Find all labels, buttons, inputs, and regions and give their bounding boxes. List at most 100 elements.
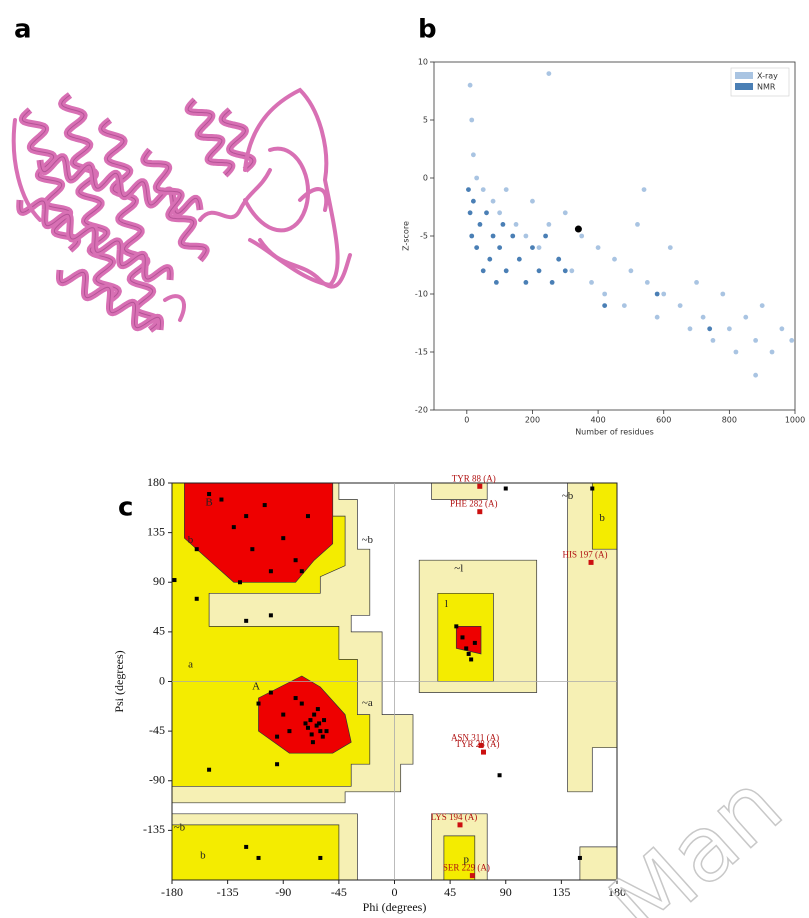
x-tick-label: 90 [500, 885, 512, 899]
point [770, 350, 775, 355]
y-tick-label: 10 [418, 58, 428, 67]
point [491, 234, 496, 239]
watermark: Man [591, 753, 802, 918]
y-tick-label: -5 [420, 232, 428, 241]
coil [300, 189, 326, 210]
y-tick-label: -10 [415, 290, 428, 299]
outlier-label: TYR 28 (A) [456, 739, 500, 749]
point [537, 245, 542, 250]
point [501, 222, 506, 227]
point [602, 292, 607, 297]
point [661, 292, 666, 297]
legend-label: NMR [757, 83, 776, 92]
region-label: ~b [562, 490, 574, 502]
outlier-point [589, 560, 594, 565]
point [622, 303, 627, 308]
residue-point [460, 635, 464, 639]
outlier-point [477, 509, 482, 514]
residue-point [244, 514, 248, 518]
x-tick-label: 800 [722, 416, 737, 425]
residue-point [275, 762, 279, 766]
point [487, 257, 492, 262]
y-tick-label: -90 [149, 773, 165, 787]
point [655, 292, 660, 297]
residue-point [287, 729, 291, 733]
residue-point [257, 702, 261, 706]
point [543, 234, 548, 239]
point [563, 268, 568, 273]
y-axis-label: Z-score [402, 221, 411, 251]
coil [200, 170, 270, 220]
residue-point [207, 492, 211, 496]
residue-point [590, 487, 594, 491]
x-tick-label: 1000 [785, 416, 805, 425]
residue-point [232, 525, 236, 529]
plot-frame [434, 62, 795, 410]
region-label: ~a [362, 697, 373, 709]
region-label: A [252, 681, 260, 693]
outlier-label: LYS 194 (A) [431, 812, 478, 822]
residue-point [312, 713, 316, 717]
outlier-point [481, 750, 486, 755]
outlier-point [458, 822, 463, 827]
zscore-plot: 02004006008001000-20-15-10-50510Number o… [402, 58, 806, 437]
residue-point [269, 613, 273, 617]
point [484, 210, 489, 215]
y-tick-label: -45 [149, 723, 165, 737]
point [760, 303, 765, 308]
residue-point [310, 732, 314, 736]
point [504, 187, 509, 192]
point [720, 292, 725, 297]
y-tick-label: 0 [423, 174, 428, 183]
residue-point [578, 856, 582, 860]
residue-point [304, 721, 308, 725]
point [494, 280, 499, 285]
residue-point [308, 718, 312, 722]
region-label: B [205, 496, 212, 508]
residue-point [294, 558, 298, 562]
residue-point [244, 845, 248, 849]
residue-point [195, 547, 199, 551]
residue-point [318, 729, 322, 733]
outlier-point [477, 484, 482, 489]
point [497, 245, 502, 250]
residue-point [207, 768, 211, 772]
y-tick-label: 45 [153, 624, 165, 638]
point [556, 257, 561, 262]
y-tick-label: 0 [159, 673, 165, 687]
point [645, 280, 650, 285]
outlier-label: HIS 197 (A) [563, 549, 608, 559]
point [523, 234, 528, 239]
point [753, 338, 758, 343]
region-label: ~l [454, 563, 463, 575]
residue-point [250, 547, 254, 551]
residue-point [244, 619, 248, 623]
outlier-label: PHE 282 (A) [450, 499, 498, 509]
point [701, 315, 706, 320]
y-axis-label: Psi (degrees) [112, 650, 126, 712]
residue-point [317, 721, 321, 725]
point [474, 245, 479, 250]
point [563, 210, 568, 215]
point [711, 338, 716, 343]
point [707, 326, 712, 331]
point [504, 268, 509, 273]
point [789, 338, 794, 343]
point [579, 234, 584, 239]
coil [165, 296, 184, 320]
legend-swatch [735, 83, 753, 90]
residue-point [469, 657, 473, 661]
point [629, 268, 634, 273]
residue-point [311, 740, 315, 744]
x-tick-label: 0 [464, 416, 469, 425]
legend-label: X-ray [757, 72, 778, 81]
x-tick-label: 400 [590, 416, 605, 425]
residue-point [318, 856, 322, 860]
point [471, 152, 476, 157]
region-label: a [188, 658, 193, 670]
x-tick-label: 0 [392, 885, 398, 899]
residue-point [504, 487, 508, 491]
residue-point [257, 856, 261, 860]
residue-point [454, 624, 458, 628]
x-tick-label: -135 [217, 885, 239, 899]
